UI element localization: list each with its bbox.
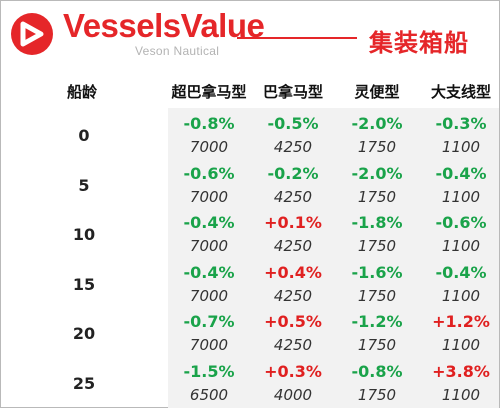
vessel-size-cell: 4000 (273, 386, 313, 404)
percent-change-cell: +0.5% (264, 312, 322, 332)
vessel-size-cell: 1750 (357, 336, 397, 355)
age-label: 0 (78, 126, 90, 145)
vessel-size-cell: 7000 (189, 237, 229, 256)
age-label: 10 (72, 225, 96, 245)
vesselsvalue-logo-icon (11, 13, 53, 55)
percent-change-cell: -1.6% (351, 262, 403, 282)
page-title: 集装箱船 (369, 29, 469, 57)
vessel-size-cell: 6500 (189, 386, 229, 404)
vessel-size-cell: 1750 (357, 138, 397, 156)
vessel-size-cell: 1750 (357, 187, 397, 206)
percent-change-cell: -2.0% (351, 114, 403, 133)
age-label: 15 (72, 274, 96, 294)
vessel-size-cell: 1100 (441, 286, 481, 305)
age-label: 20 (72, 324, 96, 344)
vessel-size-cell: 1750 (357, 237, 397, 256)
vessel-size-cell: 4250 (273, 286, 313, 305)
vessel-size-cell: 7000 (189, 336, 229, 355)
vessel-size-cell: 1750 (357, 286, 397, 305)
brand-name: VesselsValue (63, 7, 265, 44)
percent-change-cell: -1.8% (351, 213, 403, 233)
table-shaded-area (168, 108, 499, 408)
percent-change-cell: -2.0% (351, 163, 403, 183)
header-divider (237, 37, 357, 39)
vessel-size-cell: 1750 (357, 386, 397, 404)
vessel-size-cell: 7000 (189, 286, 229, 305)
vessel-size-cell: 4250 (273, 187, 313, 206)
vessel-size-cell: 4250 (273, 138, 313, 156)
percent-change-cell: -0.4% (183, 262, 235, 282)
vessel-size-cell: 7000 (189, 138, 229, 156)
percent-change-cell: +0.4% (264, 262, 322, 282)
vessel-size-cell: 1100 (441, 237, 481, 256)
percent-change-cell: -0.2% (267, 163, 319, 183)
percent-change-cell: +1.2% (432, 312, 490, 332)
percent-change-cell: -1.2% (351, 312, 403, 332)
column-header: 超巴拿马型 (171, 83, 247, 101)
age-label: 5 (78, 175, 90, 195)
vessel-size-cell: 1100 (441, 187, 481, 206)
vessel-size-cell: 4250 (273, 336, 313, 355)
column-header: 大支线型 (430, 83, 491, 101)
vessel-size-cell: 1100 (441, 138, 481, 156)
percent-change-cell: +3.8% (432, 362, 490, 381)
age-label: 25 (72, 374, 96, 393)
percent-change-cell: -0.4% (435, 262, 487, 282)
percent-change-cell: -1.5% (183, 362, 235, 381)
percent-change-cell: -0.6% (183, 163, 235, 183)
percent-change-cell: -0.3% (435, 114, 487, 133)
percent-change-cell: -0.4% (435, 163, 487, 183)
percent-change-cell: -0.7% (183, 312, 235, 332)
vessel-size-cell: 7000 (189, 187, 229, 206)
age-column-header: 船龄 (66, 83, 97, 101)
column-header: 巴拿马型 (262, 83, 323, 101)
column-header: 灵便型 (354, 83, 400, 101)
percent-change-cell: -0.8% (183, 114, 235, 133)
vessel-size-cell: 4250 (273, 237, 313, 256)
percent-change-cell: -0.6% (435, 213, 487, 233)
vessel-size-cell: 1100 (441, 386, 481, 404)
percent-change-cell: +0.1% (264, 213, 322, 233)
brand-subtitle: Veson Nautical (135, 44, 220, 58)
percent-change-cell: -0.5% (267, 114, 319, 133)
percent-change-cell: +0.3% (264, 362, 322, 381)
percent-change-cell: -0.4% (183, 213, 235, 233)
percent-change-cell: -0.8% (351, 362, 403, 381)
vessel-size-cell: 1100 (441, 336, 481, 355)
